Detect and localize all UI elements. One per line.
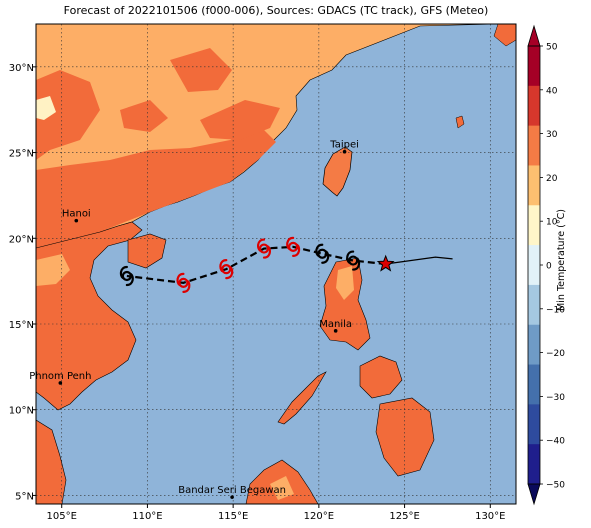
land-china-cool bbox=[36, 96, 56, 120]
tropical-storm-symbol bbox=[176, 272, 191, 293]
colorbar-segment bbox=[528, 165, 540, 206]
land-malay-peninsula bbox=[36, 419, 67, 504]
tick-label-lat: 20°N bbox=[9, 234, 34, 245]
city-marker bbox=[230, 495, 234, 499]
colorbar-tick-label: 10 bbox=[546, 218, 558, 228]
colorbar-segment bbox=[528, 284, 540, 326]
city-marker bbox=[342, 149, 347, 154]
colorbar-segment bbox=[528, 404, 540, 445]
axis-ticks: 105°E 110°E 115°E 120°E 125°E 130°E 5°N 10°N 15°… bbox=[9, 63, 506, 522]
land-mindanao bbox=[375, 397, 435, 477]
land-china-warm-patch bbox=[120, 100, 168, 132]
colorbar-tick-label: −40 bbox=[546, 437, 565, 447]
colorbar-tick-label: −30 bbox=[546, 393, 565, 403]
colorbar-tick-label: −10 bbox=[546, 305, 565, 315]
tick-label-lat: 30°N bbox=[9, 63, 34, 74]
colorbar-segment bbox=[528, 245, 540, 286]
colorbar: −50 −40 −30 −20 −10 0 10 20 30 40 50 bbox=[527, 24, 565, 506]
city-label: Hanoi bbox=[62, 209, 91, 220]
tick-label-lon: 105°E bbox=[47, 511, 77, 522]
city-marker bbox=[333, 329, 338, 333]
city-labels: Taipei Hanoi Manila Phnom Penh Bandar Seri B… bbox=[29, 140, 359, 499]
colorbar-tick-label: 0 bbox=[546, 262, 552, 272]
tick-label-lat: 5°N bbox=[15, 491, 34, 502]
land-japan-south bbox=[455, 115, 465, 129]
land-korea bbox=[493, 24, 516, 47]
land-luzon-cool bbox=[336, 266, 354, 300]
city-marker bbox=[74, 218, 79, 223]
tick-label-lon: 130°E bbox=[475, 511, 505, 522]
tick-label-lon: 110°E bbox=[132, 511, 162, 522]
land-visayas bbox=[359, 355, 403, 399]
city-label: Bandar Seri Begawan bbox=[178, 485, 286, 496]
colorbar-segment bbox=[528, 205, 540, 246]
city-label: Phnom Penh bbox=[29, 371, 91, 382]
colorbar-extend-min bbox=[527, 483, 541, 506]
colorbar-segment bbox=[528, 324, 540, 366]
colorbar-tick-label: −20 bbox=[546, 349, 565, 359]
city-marker bbox=[58, 381, 63, 385]
tick-label-lon: 115°E bbox=[218, 511, 248, 522]
tick-label-lat: 10°N bbox=[9, 406, 34, 417]
city-label: Taipei bbox=[329, 140, 359, 151]
colorbar-tick-label: 40 bbox=[546, 86, 558, 96]
land-taiwan bbox=[322, 146, 353, 197]
colorbar-segment bbox=[528, 125, 540, 166]
colorbar-extend-max bbox=[527, 24, 541, 47]
tropical-depression-symbol bbox=[315, 243, 330, 264]
colorbar-tick-label: 30 bbox=[546, 130, 558, 140]
colorbar-segment bbox=[528, 46, 540, 87]
colorbar-tick-label: 20 bbox=[546, 174, 558, 184]
colorbar-tick-label: 50 bbox=[546, 43, 558, 53]
current-position-star bbox=[376, 254, 395, 272]
colorbar-label: Min Temperature (°C) bbox=[556, 209, 567, 311]
past-track-line bbox=[385, 256, 453, 265]
tick-label-lat: 25°N bbox=[9, 149, 34, 160]
cyclone-track bbox=[119, 236, 453, 293]
colorbar-segment bbox=[528, 85, 540, 127]
tick-label-lon: 125°E bbox=[389, 511, 419, 522]
tick-label-lon: 120°E bbox=[304, 511, 334, 522]
land-china-warm-east bbox=[200, 100, 280, 140]
land-luzon bbox=[319, 257, 371, 351]
colorbar-segment bbox=[528, 364, 540, 405]
chart-title: Forecast of 2022101506 (f000-006), Sourc… bbox=[63, 4, 489, 17]
land-borneo-cool bbox=[270, 476, 294, 500]
colorbar-segment bbox=[528, 444, 540, 485]
land-china-warm-west bbox=[36, 70, 100, 160]
tropical-storm-symbol bbox=[257, 238, 271, 259]
map-frame bbox=[35, 23, 517, 505]
tropical-storm-symbol bbox=[219, 259, 234, 280]
land-palawan bbox=[277, 371, 327, 425]
tropical-storm-symbol bbox=[286, 236, 301, 257]
tropical-depression-symbol bbox=[346, 250, 361, 271]
map-gridlines bbox=[36, 24, 516, 504]
land-hainan bbox=[127, 233, 167, 269]
land-china-warm-north bbox=[170, 48, 232, 92]
land-indochina-cool bbox=[36, 254, 70, 286]
colorbar-tick-label: −50 bbox=[546, 481, 565, 491]
tropical-depression-symbol bbox=[119, 265, 134, 287]
land-china-warm-south bbox=[36, 128, 276, 248]
city-label: Manila bbox=[319, 319, 352, 330]
tick-label-lat: 15°N bbox=[9, 320, 34, 331]
